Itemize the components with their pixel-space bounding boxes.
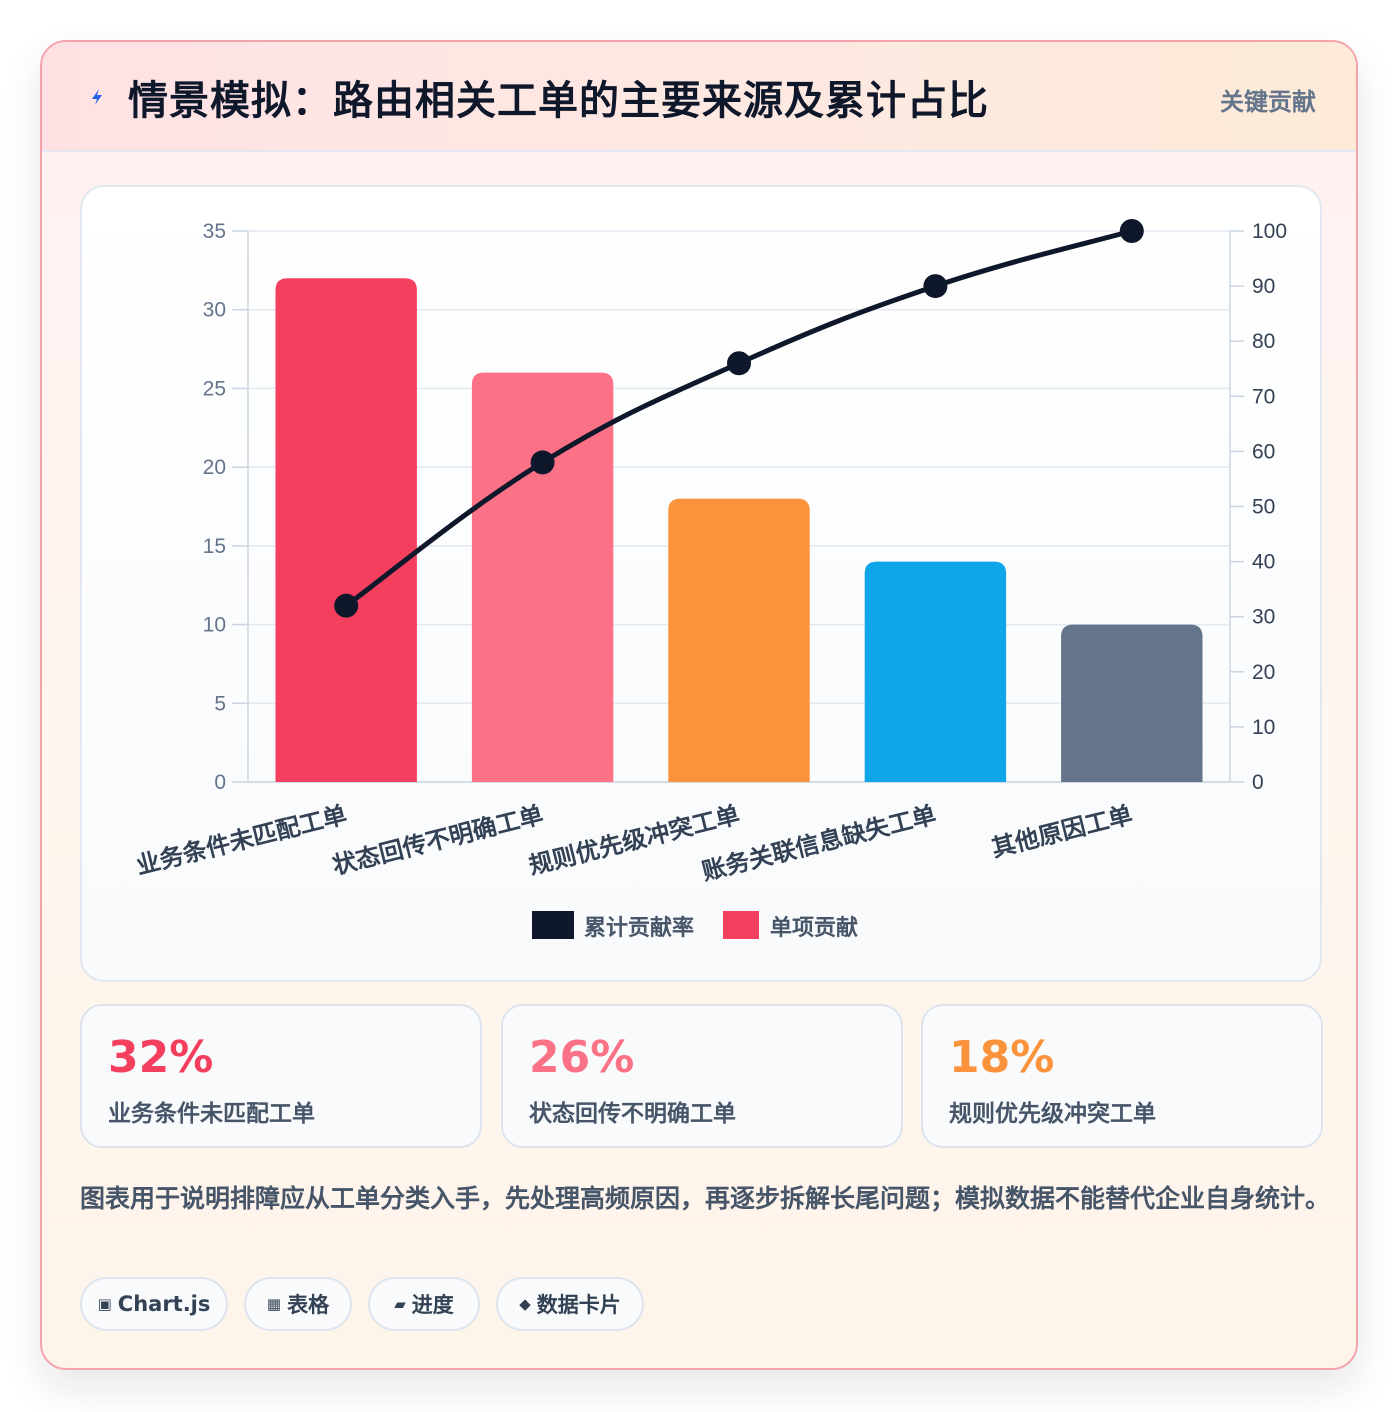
key-contribution-badge: 关键贡献: [1220, 88, 1316, 116]
page-title: 情景模拟：路由相关工单的主要来源及累计占比: [128, 78, 989, 124]
card-header: 情景模拟：路由相关工单的主要来源及累计占比 关键贡献: [42, 42, 1356, 152]
pareto-chart-panel: 0 5 10 15 20 25 30 35 0 10 20 30 40 50 60 70 80 90 100 业务条件…: [80, 185, 1322, 982]
y2-tick-label: 20: [1252, 661, 1275, 684]
y-tick-label: 20: [203, 456, 226, 479]
stat-card-2: 26% 状态回传不明确工单: [501, 1004, 903, 1148]
stat-value: 32%: [108, 1032, 214, 1083]
y-tick-label: 25: [203, 377, 226, 400]
stat-card-3: 18% 规则优先级冲突工单: [921, 1004, 1323, 1148]
pareto-chart: 0 5 10 15 20 25 30 35 0 10 20 30 40 50 60 70 80 90 100 业务条件…: [133, 219, 1287, 941]
y2-tick-label: 0: [1252, 771, 1264, 794]
y2-tick-label: 100: [1252, 220, 1287, 243]
y2-tick-label: 10: [1252, 716, 1275, 739]
bar-2: [471, 372, 614, 782]
y2-tick-label: 90: [1252, 275, 1275, 298]
legend-label-single: 单项贡献: [770, 915, 858, 941]
stat-card-1: 32% 业务条件未匹配工单: [80, 1004, 482, 1148]
y-tick-label: 10: [203, 614, 226, 637]
legend-swatch-single: [723, 911, 759, 939]
diamond-icon: ◆: [519, 1295, 531, 1313]
y-tick-label: 35: [203, 220, 226, 243]
stat-value: 26%: [529, 1032, 635, 1083]
bar-1: [275, 278, 417, 782]
tag-label: Chart.js: [117, 1292, 211, 1316]
y-tick-label: 30: [203, 299, 226, 322]
cumulative-point-4: [923, 274, 948, 299]
stat-label: 业务条件未匹配工单: [108, 1101, 315, 1127]
lightning-icon: [92, 89, 102, 105]
stat-label: 规则优先级冲突工单: [949, 1101, 1156, 1127]
y2-tick-label: 50: [1252, 496, 1275, 519]
report-card: 情景模拟：路由相关工单的主要来源及累计占比 关键贡献 0 5 10 15 20 25 30 3…: [40, 40, 1358, 1370]
tag-chartjs[interactable]: ▣ Chart.js: [80, 1277, 228, 1331]
tag-label: 进度: [411, 1293, 454, 1317]
cumulative-point-3: [727, 351, 751, 376]
y-tick-label: 15: [203, 535, 226, 558]
tag-progress[interactable]: ▰ 进度: [368, 1277, 480, 1331]
cumulative-point-1: [334, 593, 359, 618]
square-icon: ▣: [97, 1295, 112, 1313]
grid-icon: ▦: [266, 1295, 282, 1313]
tag-label: 数据卡片: [536, 1293, 621, 1317]
y2-tick-label: 60: [1252, 440, 1275, 463]
x-tick-label: 状态回传不明确工单: [330, 801, 546, 880]
y2-tick-label: 70: [1252, 385, 1275, 408]
y2-tick-label: 80: [1252, 330, 1275, 353]
tag-label: 表格: [287, 1293, 330, 1317]
stat-value: 18%: [949, 1032, 1055, 1083]
tag-table[interactable]: ▦ 表格: [244, 1277, 352, 1331]
y2-tick-label: 30: [1252, 606, 1275, 629]
x-tick-label: 业务条件未匹配工单: [133, 801, 349, 880]
cumulative-point-5: [1119, 219, 1144, 243]
bar-4: [864, 561, 1007, 782]
y2-tick-label: 40: [1252, 551, 1275, 574]
legend-swatch-cumulative: [532, 911, 574, 939]
x-tick-label: 其他原因工单: [989, 801, 1135, 863]
chart-note: 图表用于说明排障应从工单分类入手，先处理高频原因，再逐步拆解长尾问题；模拟数据不…: [80, 1184, 1331, 1213]
legend-label-cumulative: 累计贡献率: [584, 915, 694, 941]
progress-icon: ▰: [394, 1295, 406, 1313]
tag-data-card[interactable]: ◆ 数据卡片: [496, 1277, 644, 1331]
stat-label: 状态回传不明确工单: [529, 1101, 736, 1127]
bar-5: [1061, 624, 1203, 782]
bar-3: [668, 498, 810, 782]
cumulative-point-2: [530, 450, 555, 475]
y-tick-label: 0: [214, 771, 226, 794]
y-tick-label: 5: [214, 692, 226, 715]
